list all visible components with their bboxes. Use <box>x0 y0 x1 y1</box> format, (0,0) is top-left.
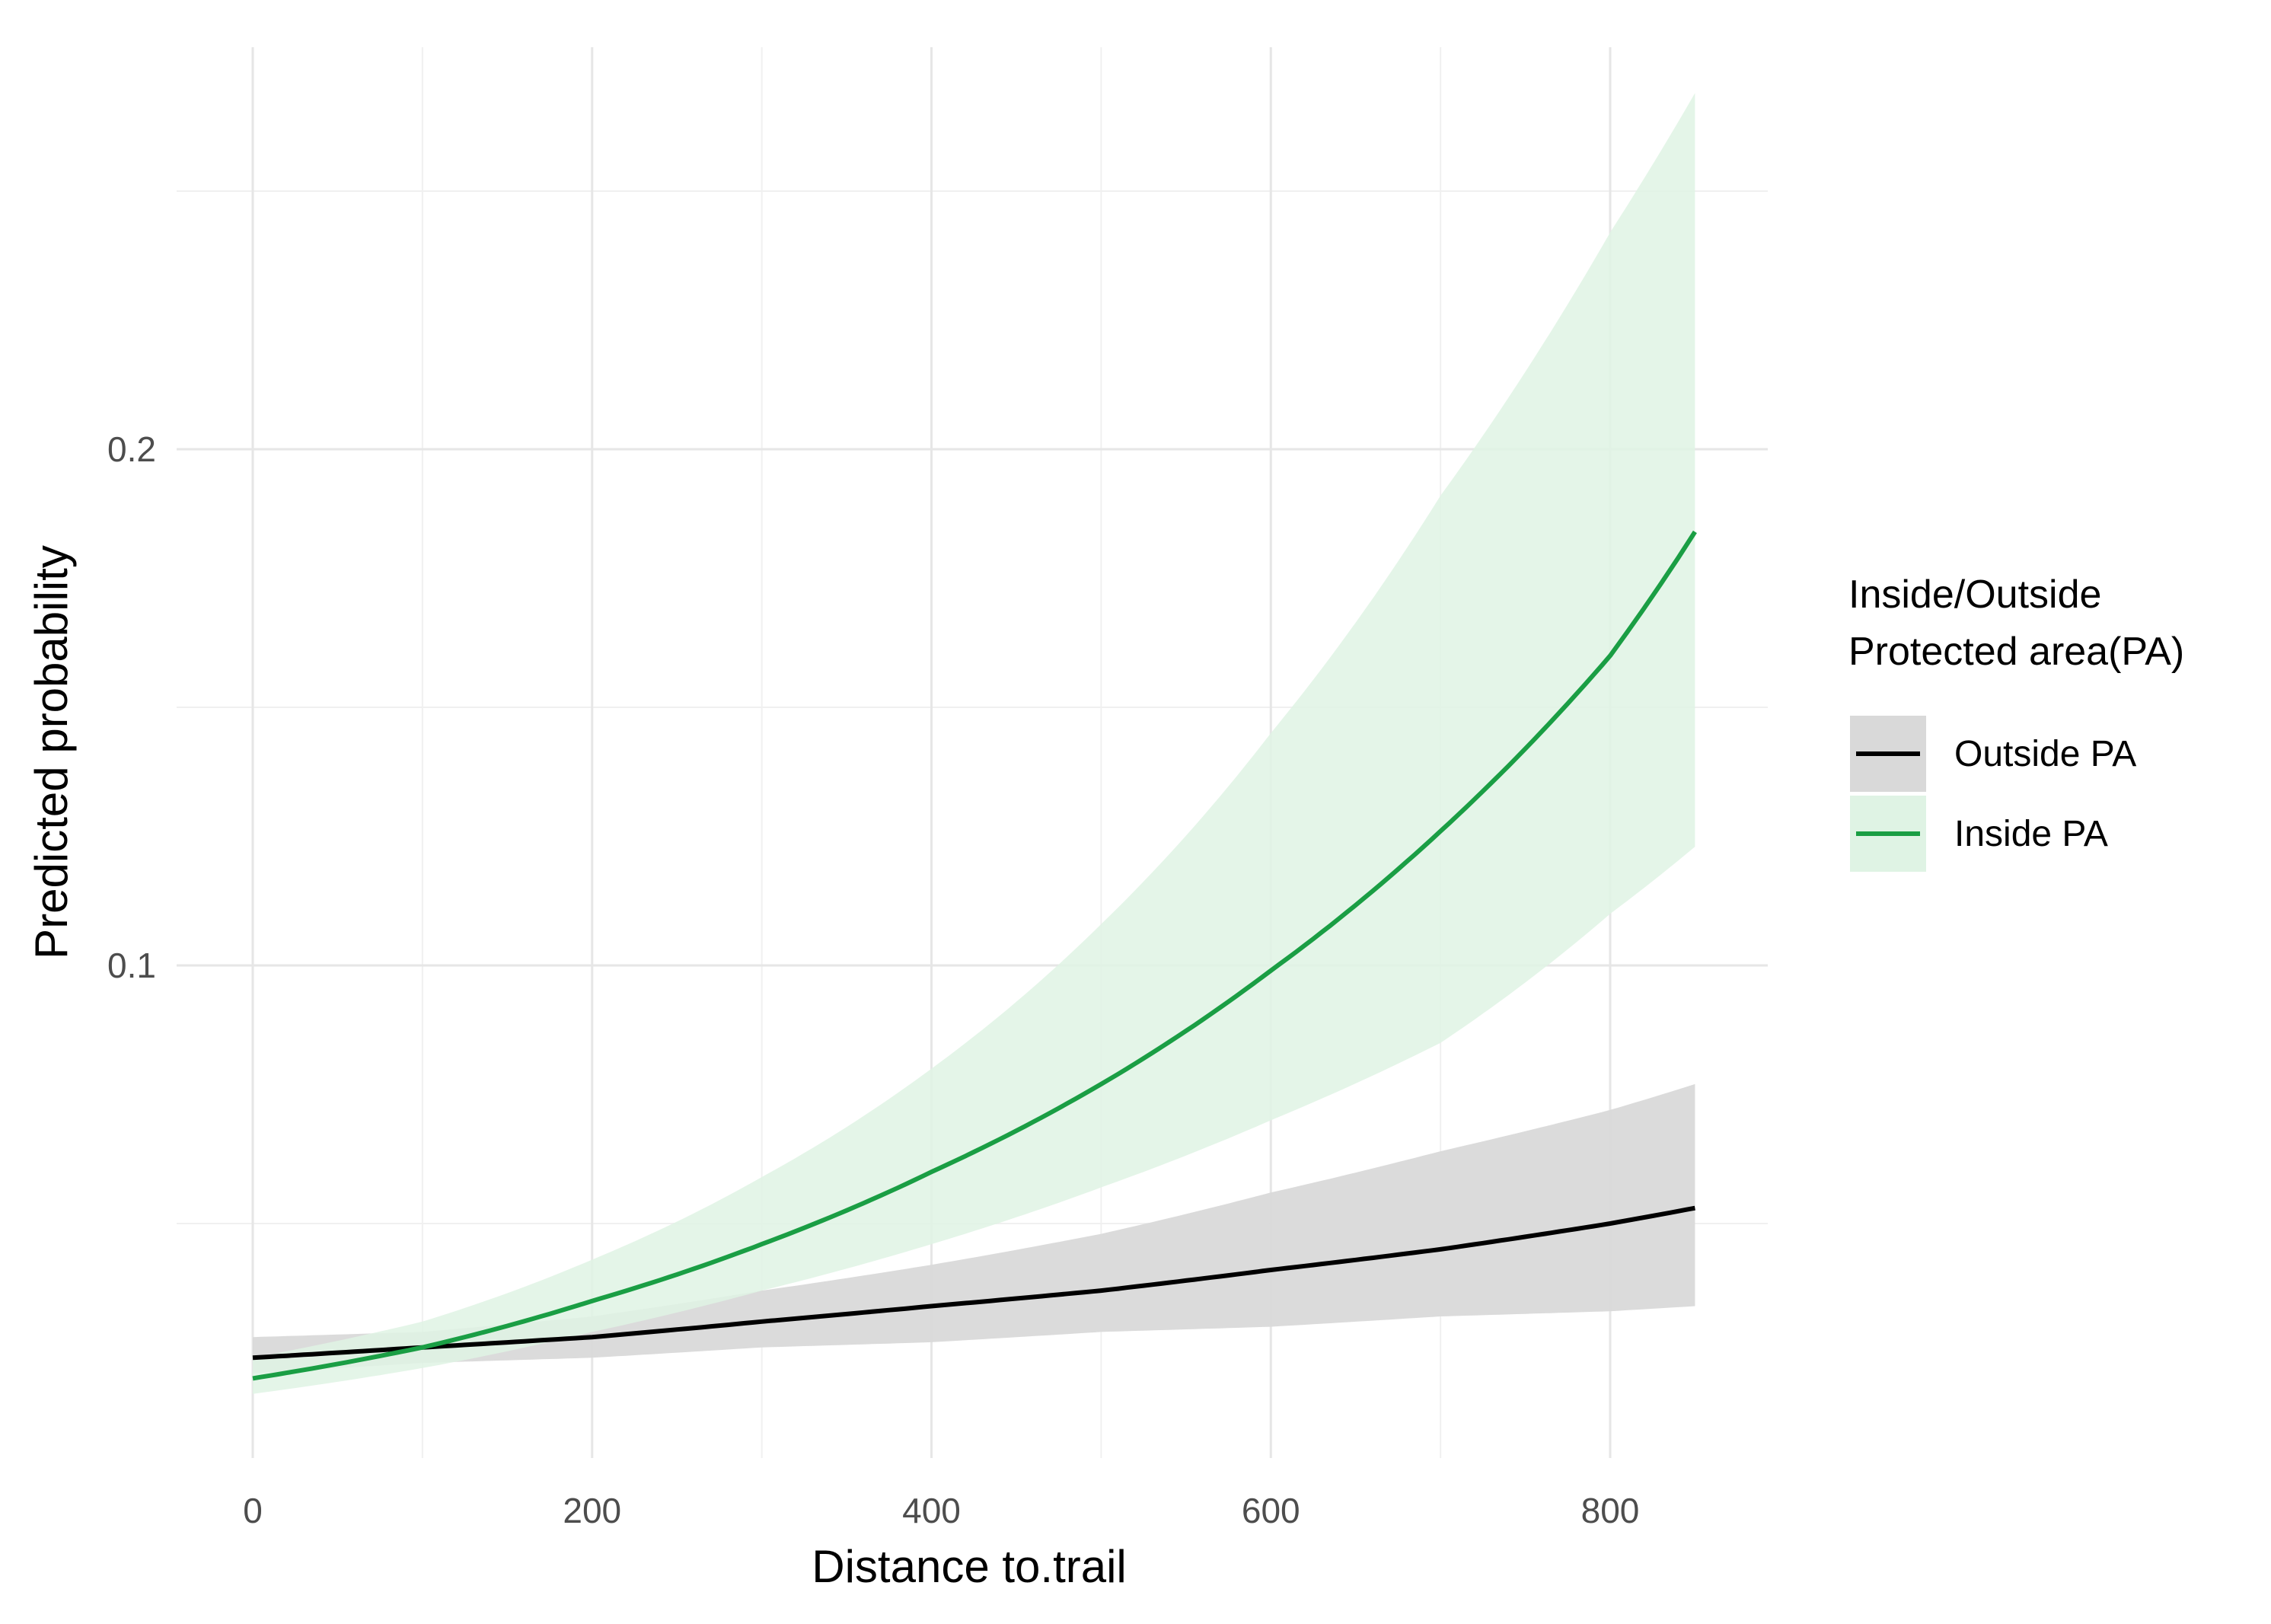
legend-title-line-1: Inside/Outside <box>1848 573 2101 617</box>
x-tick-label: 400 <box>902 1491 961 1530</box>
y-tick-label: 0.1 <box>107 946 156 985</box>
confidence-band-inside-pa <box>253 93 1695 1394</box>
x-tick-label: 600 <box>1242 1491 1300 1530</box>
legend-label: Inside PA <box>1954 814 2108 854</box>
series-line-outside-pa <box>252 1205 1695 1361</box>
series-lines <box>252 530 1697 1381</box>
x-tick-label: 0 <box>243 1491 263 1530</box>
x-axis-title: Distance to.trail <box>812 1541 1127 1592</box>
legend: Inside/Outside Protected area(PA) Outsid… <box>1848 573 2184 872</box>
confidence-band-outside-pa <box>253 1083 1695 1374</box>
legend-keys: Outside PA Inside PA <box>1850 716 2136 872</box>
y-tick-labels: 0.1 0.2 <box>107 429 156 985</box>
legend-label: Outside PA <box>1954 734 2136 774</box>
y-axis-title: Predicted probability <box>26 545 77 959</box>
y-tick-label: 0.2 <box>107 429 156 469</box>
series-line-inside-pa <box>252 530 1697 1381</box>
x-tick-label: 200 <box>563 1491 621 1530</box>
x-tick-labels: 0 200 400 600 800 <box>243 1491 1639 1530</box>
x-tick-label: 800 <box>1581 1491 1640 1530</box>
legend-title-line-2: Protected area(PA) <box>1848 630 2184 674</box>
confidence-bands <box>253 93 1695 1394</box>
